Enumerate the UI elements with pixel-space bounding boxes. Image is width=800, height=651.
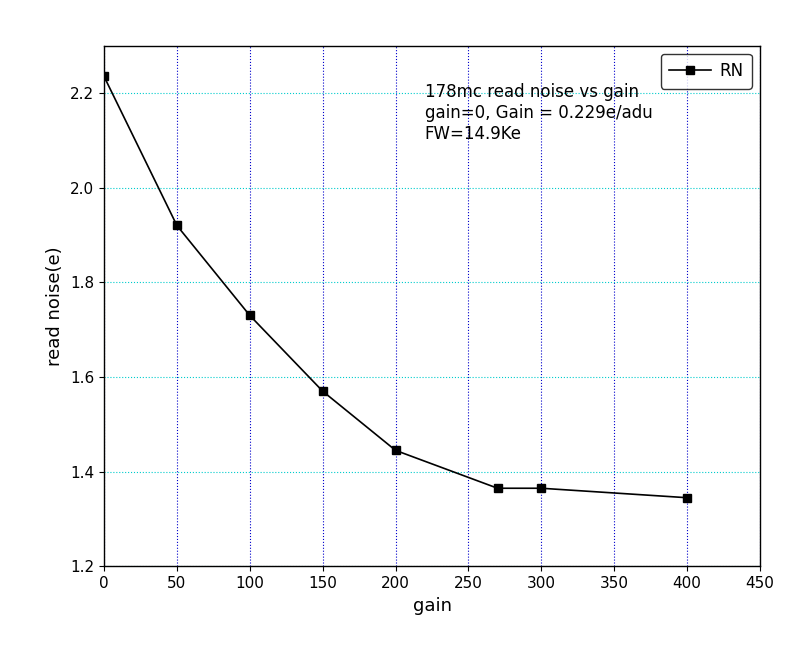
RN — [390, 447, 400, 454]
RN — [245, 312, 254, 320]
RN — [537, 484, 546, 492]
RN — [493, 484, 502, 492]
X-axis label: gain: gain — [413, 597, 451, 615]
RN — [99, 72, 109, 80]
Legend: RN: RN — [661, 54, 752, 89]
RN — [682, 494, 692, 502]
RN — [172, 221, 182, 229]
Line: RN: RN — [100, 72, 691, 502]
Y-axis label: read noise(e): read noise(e) — [46, 246, 65, 366]
RN — [318, 387, 327, 395]
Text: 178mc read noise vs gain
gain=0, Gain = 0.229e/adu
FW=14.9Ke: 178mc read noise vs gain gain=0, Gain = … — [425, 83, 653, 143]
